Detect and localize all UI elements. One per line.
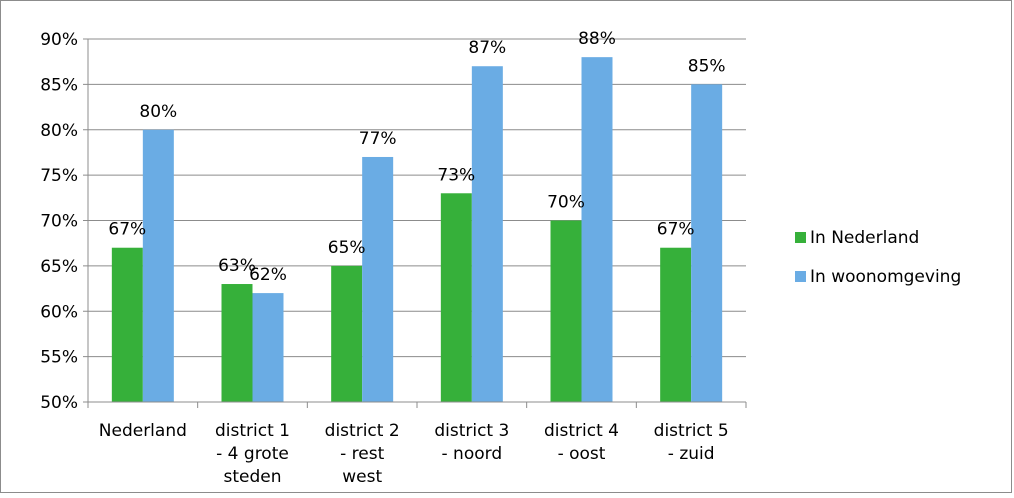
x-category-label: - oost bbox=[558, 444, 606, 464]
bar bbox=[581, 57, 613, 403]
x-category-label: district 5 bbox=[654, 421, 729, 441]
legend-label: In woonomgeving bbox=[810, 267, 961, 287]
bar bbox=[440, 193, 472, 402]
data-label: 67% bbox=[657, 220, 695, 240]
x-category-label: district 4 bbox=[544, 421, 619, 441]
data-label: 73% bbox=[437, 165, 475, 185]
data-label: 70% bbox=[547, 193, 585, 213]
x-axis-categories: Nederland district 1 - 4 grote steden distri… bbox=[99, 421, 729, 487]
y-tick-label: 80% bbox=[40, 121, 78, 141]
y-tick-label: 65% bbox=[40, 257, 78, 277]
data-label: 85% bbox=[688, 56, 726, 76]
x-category-label: - zuid bbox=[668, 444, 715, 464]
bar bbox=[471, 66, 503, 402]
data-label: 67% bbox=[108, 220, 146, 240]
data-label: 80% bbox=[139, 102, 177, 122]
bar bbox=[221, 284, 253, 402]
data-label: 77% bbox=[359, 129, 397, 149]
bar bbox=[331, 265, 363, 402]
y-tick-label: 50% bbox=[40, 393, 78, 413]
y-tick-label: 70% bbox=[40, 212, 78, 232]
data-labels: 67% 80% 63%62% 65% 77% 73% 87% 70% 88% 67% 85% bbox=[108, 29, 725, 285]
x-category-label: district 3 bbox=[434, 421, 509, 441]
axes bbox=[87, 39, 747, 408]
data-label: 62% bbox=[249, 265, 287, 285]
bar bbox=[252, 293, 284, 402]
x-category-label: Nederland bbox=[99, 421, 187, 441]
x-category-label: - 4 grote bbox=[216, 444, 289, 464]
legend-label: In Nederland bbox=[810, 228, 919, 248]
x-category-label: district 1 bbox=[215, 421, 290, 441]
y-axis-ticks: 50% 55% 60% 65% 70% 75% 80% 85% 90% bbox=[40, 30, 78, 413]
bar bbox=[691, 84, 723, 402]
bars bbox=[111, 57, 723, 403]
bar bbox=[362, 156, 394, 402]
x-category-label: - noord bbox=[442, 444, 503, 464]
x-category-label: west bbox=[342, 467, 382, 487]
data-label: 63% bbox=[218, 256, 256, 276]
data-label: 88% bbox=[578, 29, 616, 49]
gridlines bbox=[83, 38, 746, 403]
bar bbox=[111, 247, 143, 402]
x-category-label: steden bbox=[223, 467, 281, 487]
y-tick-label: 85% bbox=[40, 75, 78, 95]
bar bbox=[660, 247, 692, 402]
legend-swatch bbox=[795, 271, 806, 282]
y-tick-label: 75% bbox=[40, 166, 78, 186]
bar bbox=[550, 220, 582, 402]
y-tick-label: 55% bbox=[40, 348, 78, 368]
y-tick-label: 90% bbox=[40, 30, 78, 50]
x-category-label: - rest bbox=[340, 444, 384, 464]
data-label: 65% bbox=[328, 238, 366, 258]
legend-swatch bbox=[795, 232, 806, 243]
legend: In Nederland In woonomgeving bbox=[795, 228, 961, 287]
y-tick-label: 60% bbox=[40, 302, 78, 322]
x-category-label: district 2 bbox=[325, 421, 400, 441]
bar bbox=[142, 129, 174, 402]
data-label: 87% bbox=[468, 38, 506, 58]
